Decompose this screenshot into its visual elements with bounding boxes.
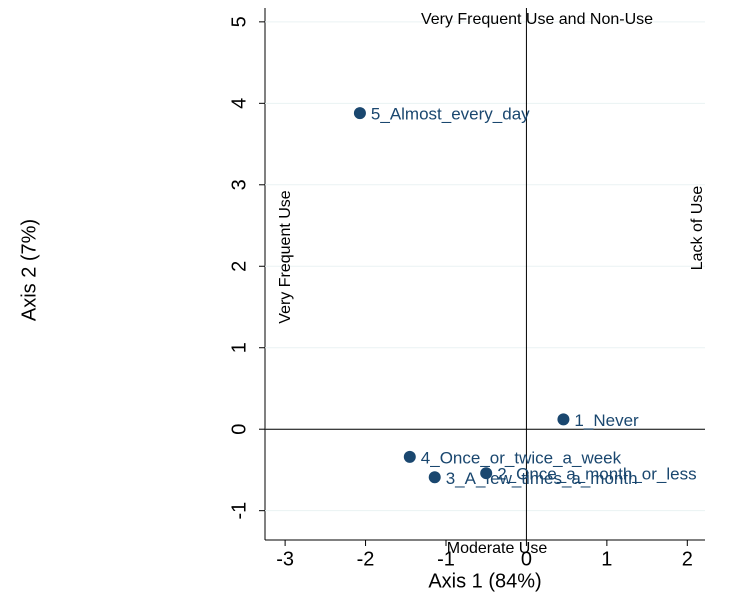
x-tick-label: -1 <box>437 548 455 570</box>
plot-area <box>265 8 705 540</box>
x-axis-title: Axis 1 (84%) <box>428 570 541 592</box>
x-tick-label: 2 <box>682 548 693 570</box>
point <box>428 471 441 484</box>
x-tick-label: 0 <box>521 548 532 570</box>
annotation: Lack of Use <box>689 186 706 271</box>
point-label: 3_A_few_times_a_month <box>446 469 638 488</box>
y-tick-label: 2 <box>228 261 250 272</box>
y-tick-label: 4 <box>228 98 250 109</box>
point-label: 2_Once_a_month_or_less <box>497 465 696 484</box>
point-label: 5_Almost_every_day <box>371 105 530 124</box>
y-tick-label: 3 <box>228 179 250 190</box>
annotation: Very Frequent Use <box>277 190 294 324</box>
point <box>480 467 493 480</box>
y-tick-label: -1 <box>228 502 250 520</box>
annotation: Very Frequent Use and Non-Use <box>421 11 653 28</box>
annotation: Moderate Use <box>447 540 548 557</box>
point <box>557 413 570 426</box>
y-tick-label: 5 <box>228 16 250 27</box>
point <box>353 107 366 120</box>
point-label: 1_Never <box>574 411 639 430</box>
y-tick-label: 0 <box>228 424 250 435</box>
x-tick-label: -3 <box>276 548 294 570</box>
x-tick-label: 1 <box>601 548 612 570</box>
point-label: 4_Once_or_twice_a_week <box>421 448 622 467</box>
y-tick-label: 1 <box>228 342 250 353</box>
point <box>403 450 416 463</box>
x-tick-label: -2 <box>357 548 375 570</box>
y-axis-title: Axis 2 (7%) <box>18 219 40 321</box>
